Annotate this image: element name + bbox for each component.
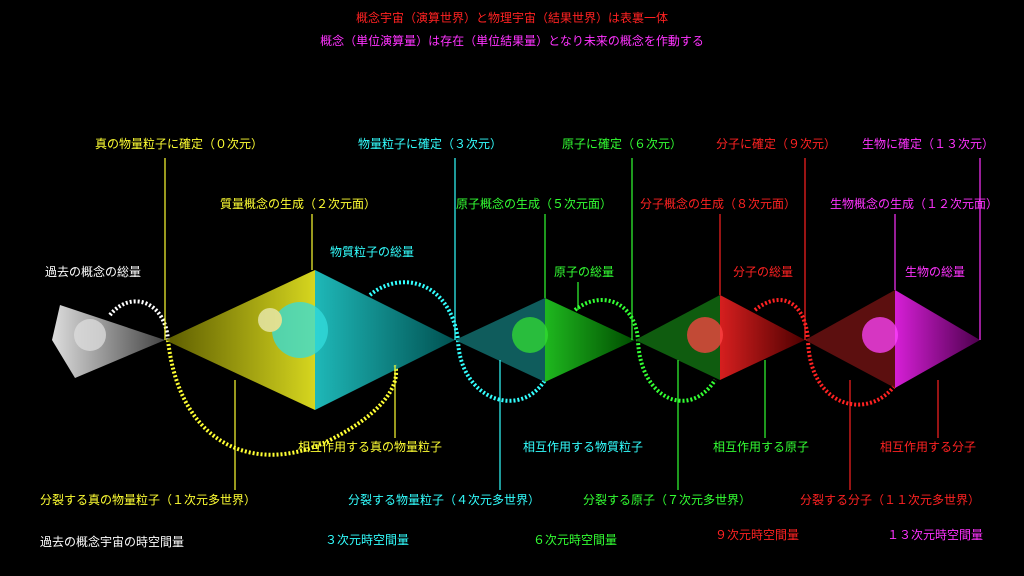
yellow-cone	[165, 270, 315, 410]
label: ６次元時空間量	[533, 533, 617, 547]
green-cone2	[635, 295, 720, 380]
subtitle: 概念（単位演算量）は存在（単位結果量）となり未来の概念を作動する	[320, 33, 704, 48]
red-cone2	[805, 290, 895, 388]
label: 分裂する原子（７次元多世界）	[583, 493, 751, 507]
label: 生物概念の生成（１２次元面）	[830, 196, 998, 211]
label: 過去の概念宇宙の時空間量	[40, 534, 184, 549]
title: 概念宇宙（演算世界）と物理宇宙（結果世界）は表裏一体	[356, 10, 668, 25]
label: 過去の概念の総量	[45, 264, 141, 279]
labels: 真の物量粒子に確定（０次元） 質量概念の生成（２次元面） 物質粒子の総量 物量粒…	[40, 136, 998, 549]
label: 相互作用する真の物量粒子	[298, 439, 442, 454]
label: 質量概念の生成（２次元面）	[220, 196, 376, 211]
label: 生物の総量	[905, 265, 965, 279]
label: 分裂する真の物量粒子（１次元多世界）	[40, 492, 256, 507]
label: 生物に確定（１３次元）	[862, 136, 994, 151]
green-cone	[545, 298, 635, 382]
label: 相互作用する物質粒子	[523, 439, 643, 454]
loop	[166, 339, 399, 457]
leaders	[164, 158, 981, 490]
label: 原子の総量	[554, 265, 614, 279]
label: 分子の総量	[733, 265, 793, 279]
particles	[74, 302, 898, 358]
label: 物量粒子に確定（３次元）	[358, 136, 502, 151]
label: 原子に確定（６次元）	[562, 136, 682, 151]
loop	[753, 298, 897, 407]
label: 相互作用する分子	[880, 440, 976, 454]
label: ９次元時空間量	[715, 528, 799, 542]
label: 分子に確定（９次元）	[716, 136, 836, 151]
past-cone	[52, 305, 165, 378]
label: 原子概念の生成（５次元面）	[456, 196, 612, 211]
red-cone	[720, 295, 805, 380]
loop	[108, 299, 170, 341]
label: １３次元時空間量	[887, 528, 983, 542]
label: 分裂する分子（１１次元多世界）	[800, 493, 980, 507]
cyan-cone	[315, 270, 455, 410]
label: 分子概念の生成（８次元面）	[640, 196, 796, 211]
label: 真の物量粒子に確定（０次元）	[95, 136, 263, 151]
label: 相互作用する原子	[713, 440, 809, 454]
label: ３次元時空間量	[325, 533, 409, 547]
magenta-cone	[895, 290, 980, 388]
label: 物質粒子の総量	[330, 244, 414, 259]
label: 分裂する物量粒子（４次元多世界）	[348, 492, 540, 507]
